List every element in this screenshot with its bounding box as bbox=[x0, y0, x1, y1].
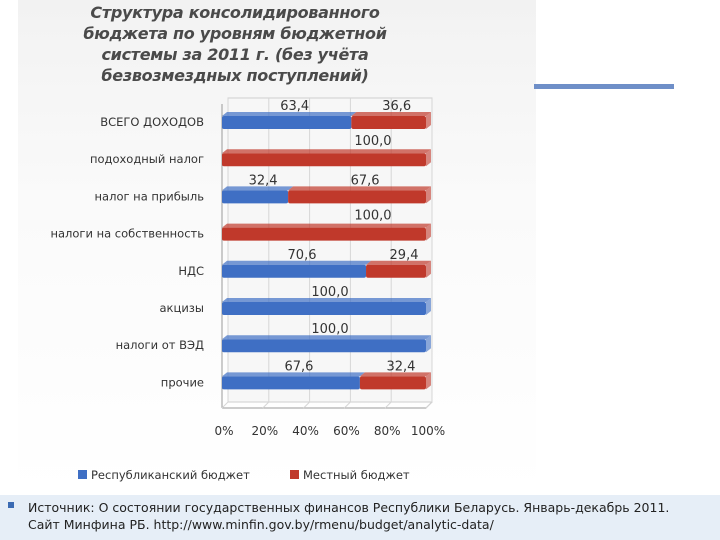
accent-line bbox=[534, 84, 674, 89]
bar-segment-side bbox=[426, 298, 431, 315]
bar-segment bbox=[222, 153, 426, 167]
chart-title-line-2: бюджета по уровням бюджетной bbox=[83, 24, 387, 43]
x-axis-line bbox=[222, 401, 433, 409]
bar-segment-top bbox=[222, 149, 431, 154]
category-label: налоги от ВЭД bbox=[116, 338, 204, 352]
data-label: 32,4 bbox=[386, 359, 415, 374]
legend-swatch bbox=[290, 470, 299, 479]
bar-segment bbox=[288, 190, 426, 204]
category-label: налоги на собственность bbox=[50, 227, 204, 241]
category-label: НДС bbox=[178, 264, 204, 278]
bullet-icon bbox=[8, 502, 14, 508]
gridline-depth bbox=[425, 401, 433, 409]
x-tick-label: 80% bbox=[374, 424, 401, 438]
bar-segment bbox=[366, 264, 426, 278]
stacked-bar-chart: 0% 20% 40% 60% 80% 100% ВСЕГО ДОХОДОВ 63,4 36,6 п… bbox=[50, 97, 445, 482]
x-tick-label: 20% bbox=[251, 424, 278, 438]
gridline-depth bbox=[221, 401, 229, 409]
bar-segment-top bbox=[222, 372, 365, 377]
x-tick-label: 0% bbox=[214, 424, 233, 438]
gridline-depth bbox=[384, 401, 392, 409]
category-label: налог на прибыль bbox=[95, 189, 205, 203]
bar-segment bbox=[222, 264, 367, 278]
bar-segment-side bbox=[426, 149, 431, 167]
chart-title: Структура консолидированного бюджета по … bbox=[70, 2, 400, 86]
source-footer bbox=[0, 495, 720, 540]
bar-segment-side bbox=[426, 372, 431, 390]
data-label: 100,0 bbox=[311, 322, 348, 337]
category-label: прочие bbox=[161, 375, 204, 389]
data-label: 67,6 bbox=[284, 359, 313, 374]
chart-title-line-3: системы за 2011 г. (без учёта bbox=[101, 45, 369, 64]
x-tick-label: 40% bbox=[292, 424, 319, 438]
bar-segment-top bbox=[222, 260, 372, 265]
bar-segment-top bbox=[288, 186, 431, 191]
bar-segment-top bbox=[222, 335, 431, 340]
bar-segment-top bbox=[351, 112, 431, 116]
data-label: 67,6 bbox=[351, 173, 380, 188]
chart-title-line-4: безвозмездных поступлений) bbox=[101, 66, 369, 85]
bar-segment bbox=[222, 227, 426, 241]
bar-segment bbox=[222, 376, 360, 390]
gridline-depth bbox=[344, 401, 351, 409]
data-label: 63,4 bbox=[280, 99, 309, 114]
data-label: 70,6 bbox=[288, 248, 317, 263]
bar-segment-top bbox=[222, 186, 294, 191]
data-label: 29,4 bbox=[390, 248, 419, 263]
bar-segment-side bbox=[426, 335, 431, 353]
data-label: 100,0 bbox=[311, 285, 348, 300]
source-line-1: Источник: О состоянии государственных фи… bbox=[28, 500, 670, 515]
source-line-2: Сайт Минфина РБ. http://www.minfin.gov.b… bbox=[28, 517, 494, 532]
chart-title-line-1: Структура консолидированного bbox=[90, 3, 380, 22]
data-label: 32,4 bbox=[249, 173, 278, 188]
gridline-depth bbox=[262, 401, 270, 409]
x-tick-label: 100% bbox=[411, 424, 445, 438]
legend-label: Республиканский бюджет bbox=[91, 468, 250, 482]
bar-segment-top bbox=[222, 298, 431, 302]
bar-segment bbox=[222, 116, 352, 129]
legend-swatch bbox=[78, 470, 87, 479]
bar-segment-side bbox=[426, 223, 431, 241]
bar-segment bbox=[222, 302, 426, 315]
bar-segment-top bbox=[222, 223, 431, 228]
bar-segment-top bbox=[359, 372, 431, 377]
bar-segment bbox=[359, 376, 426, 390]
bar-segment bbox=[222, 190, 289, 204]
category-label: акцизы bbox=[160, 301, 205, 315]
bar-segment bbox=[222, 339, 426, 353]
gridline-depth bbox=[303, 401, 310, 409]
category-label: ВСЕГО ДОХОДОВ bbox=[100, 115, 204, 129]
bar-segment-side bbox=[426, 260, 431, 278]
bar-segment-side bbox=[426, 186, 431, 204]
bar-segment-side bbox=[426, 112, 431, 129]
data-label: 100,0 bbox=[354, 134, 391, 149]
source-text: Источник: О состоянии государственных фи… bbox=[28, 499, 708, 533]
category-label: подоходный налог bbox=[90, 152, 204, 166]
data-label: 100,0 bbox=[354, 209, 391, 224]
bar-segment-top bbox=[222, 112, 357, 116]
bar-segment bbox=[351, 116, 426, 129]
x-tick-label: 60% bbox=[333, 424, 360, 438]
bar-segment-top bbox=[366, 260, 431, 265]
data-label: 36,6 bbox=[382, 99, 411, 114]
legend-label: Местный бюджет bbox=[303, 468, 410, 482]
